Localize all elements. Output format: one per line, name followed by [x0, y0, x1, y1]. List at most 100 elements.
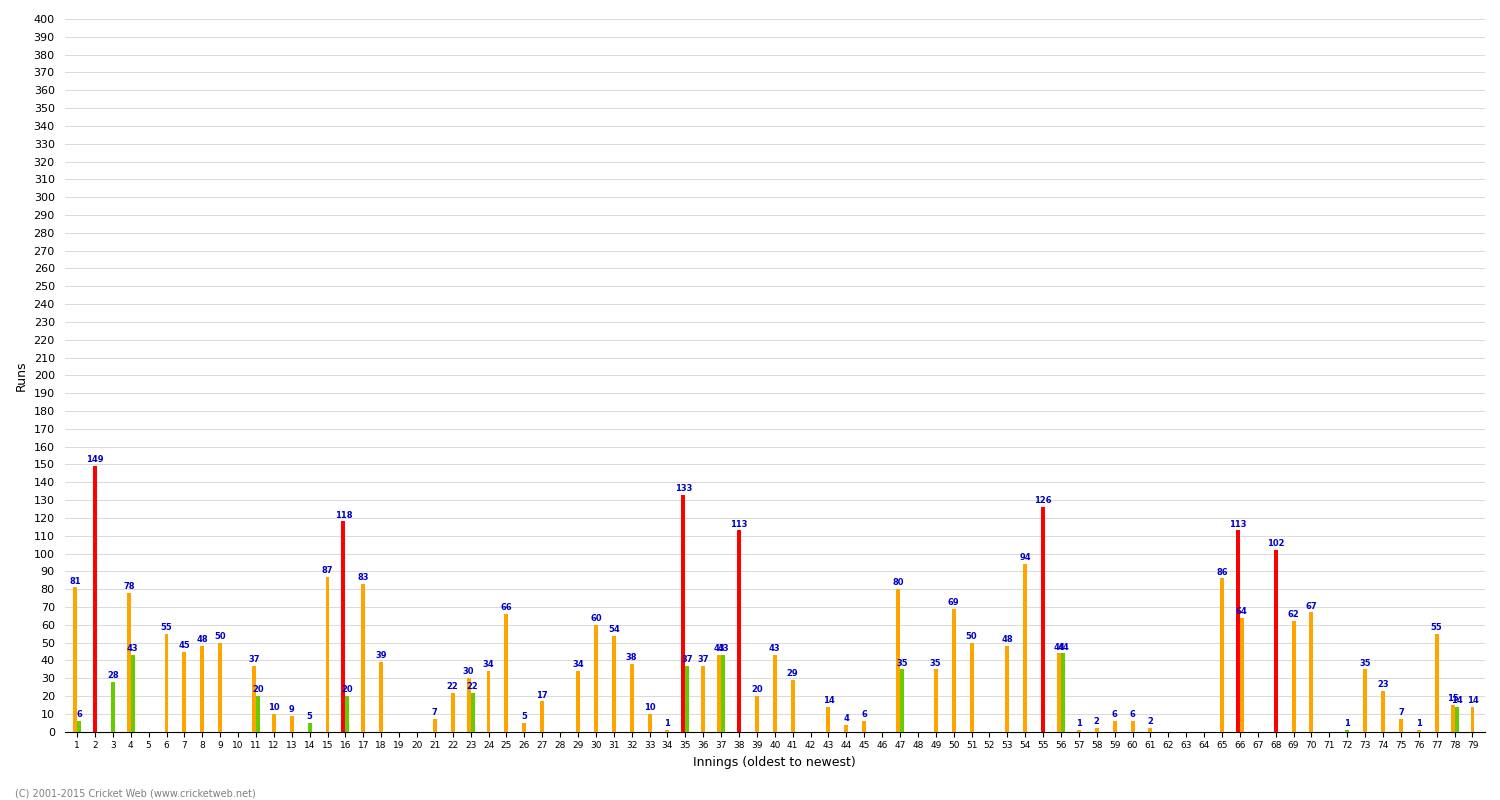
Text: 14: 14	[1467, 696, 1479, 705]
Bar	[1041, 507, 1046, 732]
Text: 60: 60	[590, 614, 602, 623]
Bar	[1274, 550, 1278, 732]
Text: 37: 37	[698, 655, 709, 664]
Bar	[862, 721, 865, 732]
Bar	[74, 587, 76, 732]
Text: 118: 118	[334, 510, 352, 520]
Bar	[1058, 654, 1060, 732]
Bar	[648, 714, 651, 732]
Bar	[452, 693, 454, 732]
Text: 62: 62	[1287, 610, 1299, 619]
Text: 44: 44	[1053, 642, 1065, 651]
Text: 78: 78	[123, 582, 135, 591]
Bar	[76, 721, 81, 732]
Text: 17: 17	[537, 690, 548, 700]
Bar	[900, 670, 904, 732]
Bar	[1149, 728, 1152, 732]
Bar	[681, 494, 686, 732]
Text: 48: 48	[1002, 635, 1013, 645]
Bar	[308, 723, 312, 732]
Bar	[772, 655, 777, 732]
Text: 14: 14	[1450, 696, 1462, 705]
Bar	[666, 730, 669, 732]
Bar	[471, 693, 474, 732]
Text: 35: 35	[930, 658, 942, 667]
Text: 6: 6	[1130, 710, 1136, 719]
Bar	[969, 642, 974, 732]
Text: 126: 126	[1035, 497, 1052, 506]
Text: 43: 43	[770, 644, 780, 654]
Text: 64: 64	[1236, 607, 1248, 616]
Text: 87: 87	[322, 566, 333, 575]
Text: 29: 29	[788, 670, 798, 678]
Text: 149: 149	[86, 455, 104, 465]
Text: 1: 1	[1416, 719, 1422, 728]
Bar	[1113, 721, 1116, 732]
Text: 37: 37	[248, 655, 259, 664]
Bar	[1095, 728, 1100, 732]
Text: 28: 28	[106, 671, 118, 680]
Text: 5: 5	[522, 712, 526, 721]
Bar	[1060, 654, 1065, 732]
Text: 22: 22	[466, 682, 478, 690]
Text: 133: 133	[675, 484, 692, 493]
Bar	[754, 696, 759, 732]
Text: 23: 23	[1377, 680, 1389, 689]
Bar	[504, 614, 509, 732]
Text: 30: 30	[464, 667, 474, 677]
Bar	[1434, 634, 1438, 732]
Bar	[717, 655, 722, 732]
Text: 5: 5	[306, 712, 312, 721]
Bar	[1005, 646, 1010, 732]
Text: 20: 20	[252, 686, 264, 694]
Bar	[272, 714, 276, 732]
Text: 67: 67	[1305, 602, 1317, 610]
Bar	[827, 706, 831, 732]
Bar	[1364, 670, 1366, 732]
Bar	[433, 719, 436, 732]
Bar	[290, 716, 294, 732]
Bar	[217, 642, 222, 732]
Bar	[1400, 719, 1402, 732]
Bar	[1455, 706, 1458, 732]
Bar	[1470, 706, 1474, 732]
Bar	[951, 609, 956, 732]
Text: 113: 113	[1228, 519, 1246, 529]
Text: 80: 80	[892, 578, 904, 587]
X-axis label: Innings (oldest to newest): Innings (oldest to newest)	[693, 756, 856, 769]
Bar	[1077, 730, 1082, 732]
Text: 2: 2	[1148, 718, 1154, 726]
Text: 66: 66	[501, 603, 513, 612]
Bar	[256, 696, 259, 732]
Bar	[130, 655, 135, 732]
Bar	[1346, 730, 1348, 732]
Bar	[486, 671, 490, 732]
Text: 1: 1	[664, 719, 670, 728]
Bar	[326, 577, 330, 732]
Text: 69: 69	[948, 598, 960, 607]
Bar	[93, 466, 98, 732]
Text: 39: 39	[375, 651, 387, 661]
Bar	[1236, 530, 1240, 732]
Text: 44: 44	[1058, 642, 1070, 651]
Bar	[380, 662, 382, 732]
Text: 35: 35	[896, 658, 908, 667]
Text: 4: 4	[843, 714, 849, 723]
Text: 7: 7	[1398, 709, 1404, 718]
Text: 35: 35	[1359, 658, 1371, 667]
Text: 1: 1	[1344, 719, 1350, 728]
Text: 2: 2	[1094, 718, 1100, 726]
Bar	[1220, 578, 1224, 732]
Text: 20: 20	[752, 686, 762, 694]
Text: 94: 94	[1020, 554, 1031, 562]
Text: 113: 113	[730, 519, 747, 529]
Text: 86: 86	[1216, 568, 1228, 577]
Text: 37: 37	[681, 655, 693, 664]
Text: 10: 10	[644, 703, 656, 712]
Bar	[1131, 721, 1134, 732]
Text: 34: 34	[483, 660, 495, 670]
Text: 22: 22	[447, 682, 459, 690]
Text: 9: 9	[290, 705, 294, 714]
Text: 7: 7	[432, 709, 438, 718]
Text: 14: 14	[822, 696, 834, 705]
